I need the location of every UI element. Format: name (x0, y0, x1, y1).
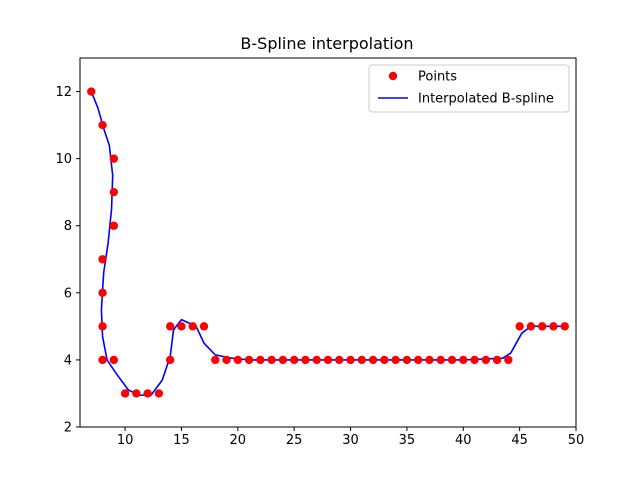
legend-marker-points (388, 71, 398, 81)
data-point (98, 120, 107, 130)
data-point (515, 322, 524, 331)
data-point (380, 355, 389, 365)
data-point (211, 355, 220, 365)
data-point (233, 355, 243, 365)
y-tick-label: 10 (55, 152, 72, 167)
data-point (425, 355, 434, 365)
data-point (98, 288, 107, 298)
data-point (289, 355, 299, 365)
x-tick-label: 40 (455, 433, 472, 448)
data-point (154, 389, 164, 398)
data-point (98, 355, 107, 365)
x-tick-label: 10 (117, 433, 134, 448)
y-tick-label: 2 (64, 421, 72, 436)
data-point (436, 355, 445, 365)
x-tick-label: 45 (511, 433, 528, 448)
data-point (346, 355, 355, 365)
x-tick-label: 20 (230, 433, 247, 448)
x-tick-label: 35 (399, 433, 416, 448)
data-point (526, 322, 536, 331)
data-point (402, 355, 412, 365)
data-point (87, 87, 96, 96)
data-point (278, 355, 288, 365)
chart-title: B-Spline interpolation (240, 34, 413, 53)
data-point (413, 355, 423, 365)
legend: Points Interpolated B-spline (368, 64, 570, 113)
data-point (109, 187, 119, 197)
data-point (98, 322, 107, 331)
data-point (165, 322, 175, 331)
x-tick-label: 25 (286, 433, 303, 448)
legend-label-points: Points (418, 70, 457, 85)
data-point (188, 322, 197, 331)
data-point (470, 355, 479, 365)
x-tick-label: 30 (342, 433, 359, 448)
data-point (391, 355, 400, 365)
data-point (120, 389, 130, 398)
data-point (165, 355, 175, 365)
data-point (109, 355, 119, 365)
data-point (323, 355, 333, 365)
data-point (549, 322, 558, 331)
axes: 10 15 20 25 30 35 40 45 50 2 4 6 8 10 12 (55, 57, 585, 448)
x-tick-label: 50 (568, 433, 585, 448)
y-tick-label: 12 (55, 85, 72, 100)
data-point (492, 355, 502, 365)
data-point (368, 355, 378, 365)
data-point (109, 154, 119, 163)
data-point (560, 322, 569, 331)
data-point (504, 355, 513, 365)
data-point (459, 355, 468, 365)
data-point (301, 355, 310, 365)
data-point (335, 355, 344, 365)
y-tick-label: 4 (64, 353, 72, 368)
data-point (244, 355, 254, 365)
data-point (132, 389, 141, 398)
data-point (447, 355, 457, 365)
data-point (199, 322, 209, 331)
data-point (143, 389, 152, 398)
data-point (481, 355, 491, 365)
data-point (312, 355, 321, 365)
legend-box (368, 64, 570, 113)
plot-area (87, 87, 569, 398)
data-point (222, 355, 231, 365)
data-point (537, 322, 547, 331)
data-point (98, 255, 107, 264)
spline-line (90, 91, 565, 396)
plot-frame (79, 57, 577, 428)
data-point (109, 221, 119, 230)
data-point (267, 355, 276, 365)
y-tick-label: 6 (64, 286, 72, 301)
y-tick-label: 8 (64, 219, 72, 234)
legend-label-spline: Interpolated B-spline (418, 92, 554, 107)
data-point (256, 355, 265, 365)
data-point (357, 355, 367, 365)
x-tick-label: 15 (173, 433, 190, 448)
data-point (177, 322, 186, 331)
